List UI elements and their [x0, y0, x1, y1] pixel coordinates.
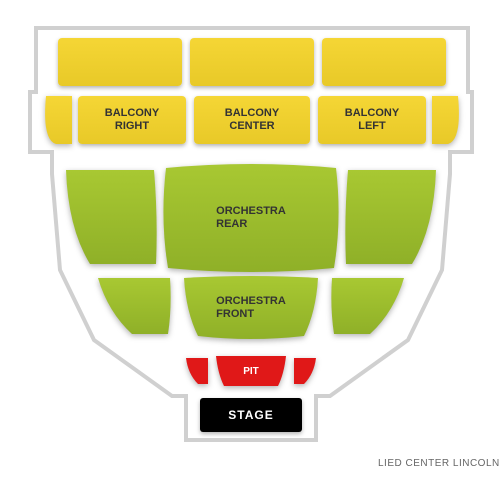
balcony-wing-right-outer[interactable] — [42, 96, 72, 144]
venue-name: LIED CENTER LINCOLN — [378, 458, 500, 469]
balcony-wing-left-outer[interactable] — [432, 96, 462, 144]
balcony-center-label: BALCONYCENTER — [225, 107, 279, 133]
seating-chart: BALCONYRIGHT BALCONYCENTER BALCONYLEFT O… — [0, 0, 500, 500]
stage: STAGE — [200, 398, 302, 432]
balcony-right[interactable]: BALCONYRIGHT — [78, 96, 186, 144]
pit-center[interactable] — [214, 354, 288, 388]
balcony-left-label: BALCONYLEFT — [345, 107, 399, 133]
balcony-top-left[interactable] — [58, 38, 182, 86]
orchestra-rear-center[interactable] — [162, 164, 340, 272]
balcony-top-center[interactable] — [190, 38, 314, 86]
balcony-left[interactable]: BALCONYLEFT — [318, 96, 426, 144]
orchestra-rear-left[interactable] — [344, 168, 440, 268]
pit-wing-right[interactable] — [184, 356, 210, 386]
balcony-center[interactable]: BALCONYCENTER — [194, 96, 310, 144]
stage-label: STAGE — [228, 408, 273, 422]
orchestra-rear-right[interactable] — [62, 168, 158, 268]
balcony-top-right[interactable] — [322, 38, 446, 86]
orchestra-front-left[interactable] — [328, 276, 406, 338]
balcony-right-label: BALCONYRIGHT — [105, 107, 159, 133]
orchestra-front-center[interactable] — [178, 276, 324, 340]
pit-wing-left[interactable] — [292, 356, 318, 386]
orchestra-front-right[interactable] — [96, 276, 174, 338]
